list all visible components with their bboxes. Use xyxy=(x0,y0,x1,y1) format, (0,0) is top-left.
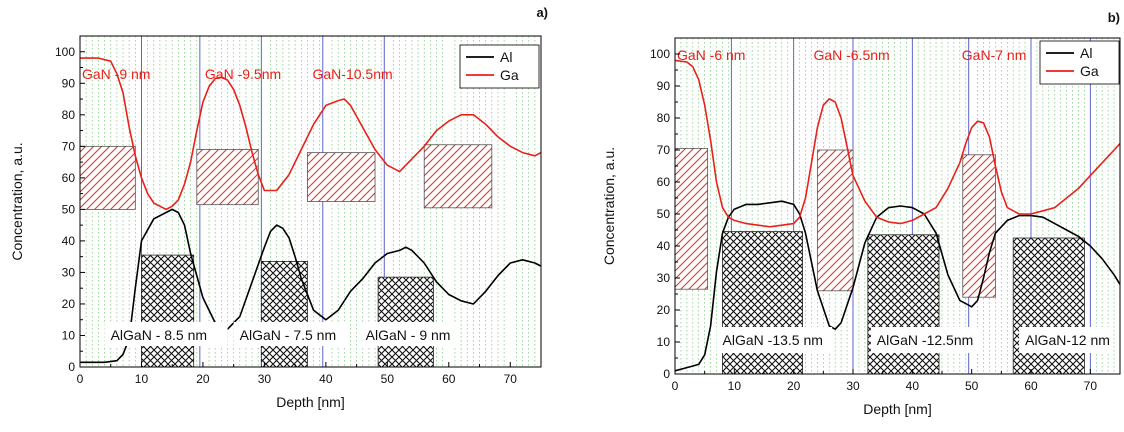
y-tick-label: 0 xyxy=(663,367,670,381)
algan-label-background xyxy=(1019,327,1113,353)
x-axis-label: Depth [nm] xyxy=(863,401,931,417)
gan-layer-box xyxy=(816,149,854,292)
algan-label: AlGaN - 9 nm xyxy=(366,327,451,343)
series-line-al xyxy=(674,200,1121,372)
algan-label-background xyxy=(359,322,461,346)
y-tick-label: 70 xyxy=(657,143,671,157)
x-axis-label: Depth [nm] xyxy=(276,394,344,410)
gan-layer-box xyxy=(307,152,376,202)
algan-label: AlGaN - 7.5 nm xyxy=(240,327,336,343)
gan-layer-box xyxy=(196,149,259,206)
chart-a-svg: AlGaN - 8.5 nm AlGaN - 7.5 nm AlGaN - 9 nm… xyxy=(9,5,548,410)
legend-label-al: Al xyxy=(500,49,512,65)
legend-label-al: Al xyxy=(1080,45,1092,61)
algan-label: AlGaN -12.5nm xyxy=(877,332,973,348)
algan-label: AlGaN-12 nm xyxy=(1025,332,1110,348)
x-tick-label: 10 xyxy=(135,372,149,386)
panel-label: b) xyxy=(1108,10,1120,25)
y-tick-label: 60 xyxy=(657,175,671,189)
algan-layer-box xyxy=(867,234,940,375)
gan-layer-box xyxy=(962,154,996,298)
plot-frame xyxy=(674,37,1121,375)
y-tick-label: 90 xyxy=(62,76,76,90)
y-axis-label: Concentration, a.u. xyxy=(9,142,25,260)
plot-frame xyxy=(79,35,542,368)
legend-box xyxy=(1039,40,1120,85)
y-tick-label: 80 xyxy=(657,111,671,125)
x-tick-label: 10 xyxy=(728,379,742,393)
x-tick-label: 20 xyxy=(787,379,801,393)
gan-label: GaN -9.5nm xyxy=(205,66,281,82)
chart-b-svg: AlGaN -13.5 nm AlGaN -12.5nm AlGaN-12 nm Ga… xyxy=(601,10,1121,417)
algan-layer-box xyxy=(141,254,195,368)
x-tick-label: 70 xyxy=(1084,379,1098,393)
algan-label-background xyxy=(104,322,228,346)
gan-layer-box xyxy=(79,145,136,210)
x-tick-label: 0 xyxy=(77,372,84,386)
y-tick-label: 100 xyxy=(650,47,670,61)
y-tick-label: 80 xyxy=(62,108,76,122)
x-tick-label: 30 xyxy=(846,379,860,393)
algan-layer-box xyxy=(260,260,308,368)
y-tick-label: 60 xyxy=(62,171,76,185)
y-tick-label: 50 xyxy=(657,207,671,221)
y-axis-label: Concentration, a.u. xyxy=(601,147,617,265)
gan-label: GaN -9 nm xyxy=(82,66,150,82)
legend-label-ga: Ga xyxy=(500,67,519,83)
algan-label-background xyxy=(233,322,350,346)
gan-label: GaN-7 nm xyxy=(962,47,1027,63)
gan-label: GaN-10.5nm xyxy=(313,66,393,82)
y-tick-label: 10 xyxy=(657,335,671,349)
legend-box xyxy=(459,44,540,89)
gan-label: GaN -6 nm xyxy=(677,47,745,63)
y-tick-label: 40 xyxy=(657,239,671,253)
x-tick-label: 40 xyxy=(319,372,333,386)
chart-panel-a: AlGaN - 8.5 nm AlGaN - 7.5 nm AlGaN - 9 nm… xyxy=(0,0,560,427)
y-tick-label: 30 xyxy=(657,271,671,285)
y-tick-label: 70 xyxy=(62,139,76,153)
series-line-ga xyxy=(674,59,1121,228)
legend-label-ga: Ga xyxy=(1080,63,1099,79)
y-tick-label: 20 xyxy=(62,297,76,311)
y-tick-label: 40 xyxy=(62,234,76,248)
y-tick-label: 30 xyxy=(62,265,76,279)
algan-label-background xyxy=(870,327,979,353)
series-line-ga xyxy=(80,57,542,211)
y-tick-label: 0 xyxy=(68,360,75,374)
algan-label: AlGaN - 8.5 nm xyxy=(111,327,207,343)
x-tick-label: 70 xyxy=(504,372,518,386)
y-tick-label: 10 xyxy=(62,328,76,342)
y-tick-label: 90 xyxy=(657,79,671,93)
y-tick-label: 100 xyxy=(55,45,75,59)
x-tick-label: 50 xyxy=(965,379,979,393)
x-tick-label: 40 xyxy=(906,379,920,393)
algan-label: AlGaN -13.5 nm xyxy=(723,332,823,348)
algan-label-background xyxy=(716,327,833,353)
chart-panel-b: AlGaN -13.5 nm AlGaN -12.5nm AlGaN-12 nm Ga… xyxy=(562,0,1124,427)
x-tick-label: 60 xyxy=(442,372,456,386)
gan-layer-box xyxy=(423,144,493,209)
x-tick-label: 30 xyxy=(258,372,272,386)
series-line-al xyxy=(80,208,542,364)
panel-label: a) xyxy=(536,5,548,20)
algan-layer-box xyxy=(1012,237,1085,375)
x-tick-label: 50 xyxy=(381,372,395,386)
x-tick-label: 0 xyxy=(672,379,679,393)
gan-layer-box xyxy=(674,147,709,290)
gan-label: GaN -6.5nm xyxy=(813,47,889,63)
y-tick-label: 50 xyxy=(62,202,76,216)
y-tick-label: 20 xyxy=(657,303,671,317)
x-tick-label: 60 xyxy=(1024,379,1038,393)
x-tick-label: 20 xyxy=(196,372,210,386)
